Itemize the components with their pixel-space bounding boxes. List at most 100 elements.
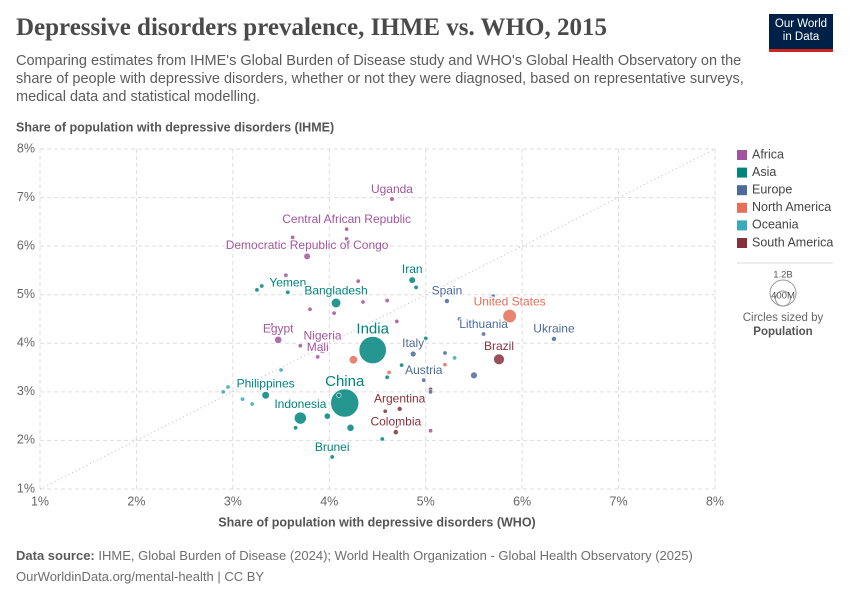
bubble (285, 289, 291, 295)
point-label: India (356, 320, 389, 337)
legend-swatch (737, 185, 747, 196)
source-text: IHME, Global Burden of Disease (2024); W… (98, 548, 693, 563)
point-label: Philippines (237, 377, 295, 391)
bubble (389, 196, 395, 202)
bubble (384, 374, 390, 380)
bubble (551, 336, 557, 342)
bubble (283, 272, 289, 278)
bubble (423, 335, 429, 341)
bubble (394, 318, 400, 324)
bubble (348, 355, 358, 365)
bubble (470, 371, 478, 380)
y-tick-label: 4% (17, 336, 35, 350)
bubble (428, 389, 434, 395)
legend-label: South America (752, 235, 833, 249)
y-tick-label: 1% (17, 481, 35, 495)
bubble (442, 362, 448, 368)
x-tick-label: 6% (513, 494, 531, 508)
bubble (249, 401, 255, 407)
bubble (329, 454, 335, 460)
bubble (421, 377, 427, 383)
point-label: Iran (402, 262, 423, 276)
x-tick-label: 3% (224, 494, 242, 508)
x-tick-label: 4% (320, 494, 338, 508)
footer-link[interactable]: OurWorldinData.org/mental-health | CC BY (16, 569, 265, 584)
point-label: Brunei (315, 440, 350, 454)
y-tick-label: 2% (17, 433, 35, 447)
bubble (382, 408, 388, 414)
logo-line: Our World (774, 18, 828, 30)
point-label: Brazil (484, 339, 514, 353)
bubble (293, 425, 299, 431)
point-label: United States (474, 295, 546, 309)
bubble (240, 396, 246, 402)
bubble (413, 284, 419, 290)
bubble (408, 276, 416, 284)
legend-label: Oceania (752, 218, 799, 232)
point-label: Uganda (371, 182, 413, 196)
legend-swatch (737, 167, 747, 178)
bubble (346, 423, 355, 432)
bubble (268, 322, 274, 328)
y-tick-label: 6% (17, 238, 35, 252)
point-label: Democratic Republic of Congo (226, 238, 389, 252)
point-label: Indonesia (274, 397, 326, 411)
point-label: Yemen (269, 275, 306, 289)
legend-swatch (737, 150, 747, 160)
reference-diagonal (39, 148, 716, 490)
point-label: Italy (402, 336, 424, 350)
bubble (399, 362, 405, 368)
y-tick-label: 8% (17, 141, 35, 155)
bubble (386, 369, 392, 375)
legend-swatch (737, 202, 747, 213)
source-note: Data source: IHME, Global Burden of Dise… (16, 548, 693, 563)
size-legend-variable: Population (753, 326, 812, 338)
bubble (502, 309, 517, 324)
logo-line: in Data (782, 31, 820, 43)
size-legend-title: Circles sized by (743, 312, 824, 324)
bubble (336, 392, 342, 398)
bubble (428, 428, 434, 434)
chart-subtitle: Comparing estimates from IHME's Global B… (16, 53, 744, 105)
logo[interactable]: Our World in Data (769, 14, 833, 52)
point-label: Central African Republic (282, 212, 411, 226)
bubble (331, 310, 337, 316)
point-label: Spain (432, 284, 463, 298)
point-label: Bangladesh (304, 283, 367, 297)
bubble (444, 298, 450, 304)
bubble (315, 354, 321, 360)
bubble (358, 336, 387, 365)
bubble (274, 335, 283, 344)
y-tick-label: 3% (17, 384, 35, 398)
bubble (452, 355, 458, 361)
bubble (355, 278, 361, 284)
size-legend-label: 1.2B (773, 270, 793, 281)
legend-label: Africa (752, 147, 784, 161)
x-tick-label: 5% (417, 494, 435, 508)
bubble (261, 391, 270, 400)
bubble (330, 297, 342, 309)
bubble (392, 429, 399, 436)
bubble (323, 412, 331, 420)
bubble (297, 343, 303, 349)
chart-title: Depressive disorders prevalence, IHME vs… (16, 14, 607, 41)
bubble (442, 350, 448, 356)
point-label: China (325, 373, 365, 390)
bubble (456, 316, 462, 322)
y-tick-label: 5% (17, 287, 35, 301)
bubble (344, 226, 350, 232)
point-label: Nigeria (304, 328, 342, 342)
bubble (493, 353, 505, 365)
point-label: Mali (307, 340, 329, 354)
bubble (278, 367, 284, 373)
bubble (394, 423, 400, 429)
point-label: Colombia (370, 415, 421, 429)
bubble (330, 388, 360, 418)
bubble (409, 350, 417, 358)
bubble (220, 389, 226, 395)
y-tick-label: 7% (17, 190, 35, 204)
x-axis-label: Share of population with depressive diso… (218, 515, 535, 529)
bubble (379, 436, 385, 442)
x-tick-label: 1% (31, 494, 49, 508)
